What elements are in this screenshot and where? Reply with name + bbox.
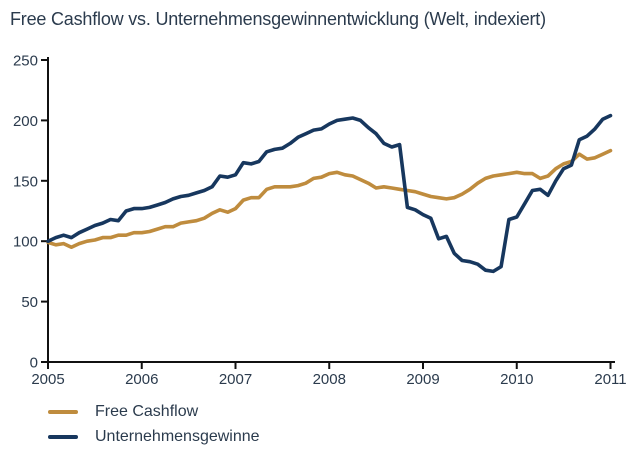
y-axis-tick-label: 50 bbox=[21, 294, 38, 311]
series-line-cashflow bbox=[46, 148, 613, 249]
series-line-profits bbox=[46, 113, 613, 274]
x-axis-tick-label: 2009 bbox=[406, 371, 439, 388]
y-axis-tick-label: 0 bbox=[30, 355, 38, 372]
y-axis-tick-label: 150 bbox=[13, 173, 38, 190]
x-axis-tick-label: 2005 bbox=[31, 371, 64, 388]
x-axis-tick-label: 2007 bbox=[219, 371, 252, 388]
legend-item-unternehmensgewinne: Unternehmensgewinne bbox=[48, 424, 260, 449]
x-axis-tick-label: 2011 bbox=[594, 371, 626, 388]
y-axis-tick-label: 250 bbox=[13, 53, 38, 70]
chart-title: Free Cashflow vs. Unternehmensgewinnentw… bbox=[10, 9, 546, 29]
y-axis-tick-label: 100 bbox=[13, 234, 38, 251]
unternehmensgewinne-legend-label: Unternehmensgewinne bbox=[95, 427, 260, 445]
free-cashflow-legend-label: Free Cashflow bbox=[95, 402, 199, 420]
x-axis-tick-label: 2006 bbox=[125, 371, 158, 388]
y-axis-tick-label: 200 bbox=[13, 113, 38, 130]
legend-item-free-cashflow: Free Cashflow bbox=[48, 399, 260, 424]
free-cashflow-legend-swatch bbox=[48, 409, 78, 414]
x-axis-tick-label: 2008 bbox=[313, 371, 346, 388]
unternehmensgewinne-legend-swatch bbox=[48, 434, 78, 439]
legend: Free Cashflow Unternehmensgewinne bbox=[48, 399, 260, 449]
x-axis-tick-label: 2010 bbox=[500, 371, 533, 388]
